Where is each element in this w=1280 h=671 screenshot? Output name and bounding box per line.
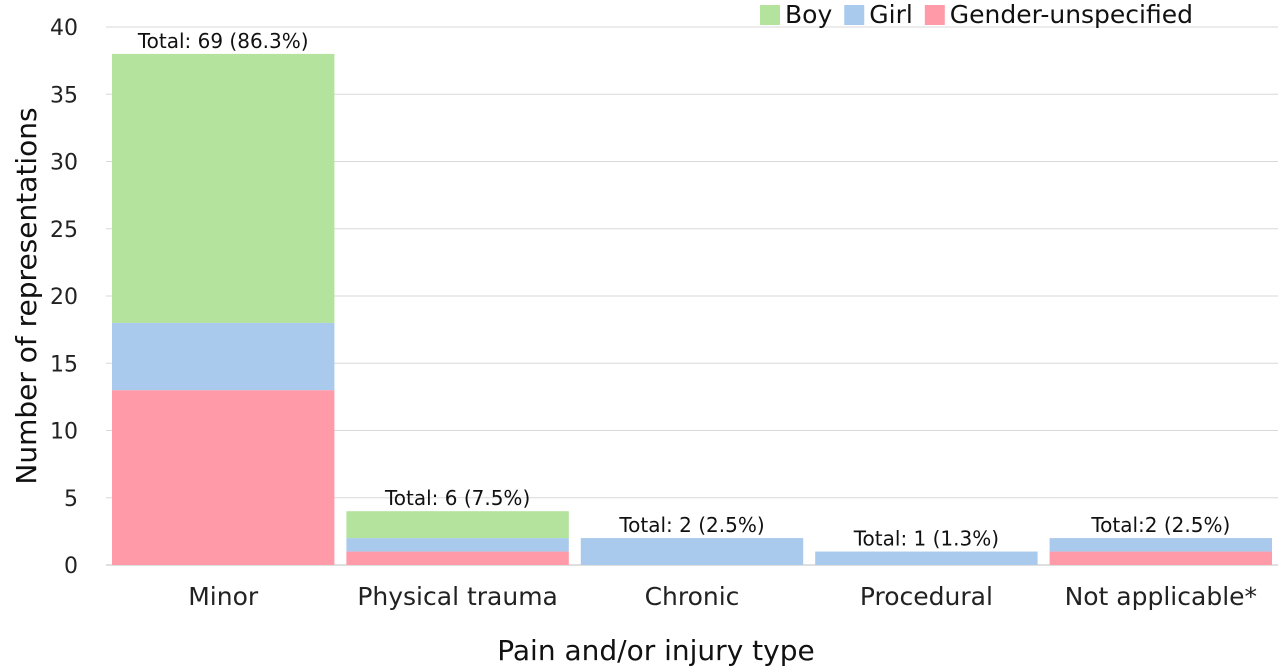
bar-physical-trauma-gender-unspecified (346, 551, 569, 565)
legend-swatch-girl (844, 5, 865, 25)
total-label-procedural: Total: 1 (1.3%) (853, 527, 999, 551)
bar-not-applicable-girl (1049, 538, 1272, 552)
y-tick-label: 40 (50, 16, 78, 41)
legend-label-boy: Boy (785, 0, 832, 29)
y-tick-label: 30 (50, 151, 78, 176)
y-tick-label: 5 (64, 487, 78, 512)
x-tick-label-procedural: Procedural (860, 582, 993, 611)
bar-minor-girl (112, 322, 335, 391)
bar-physical-trauma-boy (346, 511, 569, 539)
legend-label-girl: Girl (869, 0, 913, 29)
bars (112, 53, 1272, 565)
bar-not-applicable-gender-unspecified (1049, 551, 1272, 565)
y-axis-title: Number of representations (10, 107, 43, 484)
y-tick-label: 0 (64, 554, 78, 579)
x-tick-label-not-applicable: Not applicable* (1065, 582, 1257, 611)
y-tick-label: 15 (50, 352, 78, 377)
legend-label-gender-unspecified: Gender-unspecified (950, 0, 1193, 29)
y-tick-label: 35 (50, 83, 78, 108)
bar-physical-trauma-girl (346, 538, 569, 552)
bar-chronic-girl (580, 538, 804, 565)
labels: 0 5 10 15 20 25 30 35 40 Total: 69 (86.3%) Minor To… (50, 16, 1257, 611)
bar-procedural-girl (815, 551, 1038, 565)
total-label-chronic: Total: 2 (2.5%) (618, 513, 764, 537)
y-tick-label: 10 (50, 420, 78, 445)
legend: Boy Girl Gender-unspecified (760, 0, 1193, 29)
total-label-minor: Total: 69 (86.3%) (137, 29, 309, 53)
y-tick-label: 20 (50, 285, 78, 310)
x-tick-label-chronic: Chronic (645, 582, 740, 611)
x-axis-title: Pain and/or injury type (497, 634, 814, 667)
x-tick-label-physical-trauma: Physical trauma (357, 582, 558, 611)
legend-swatch-gender-unspecified (924, 5, 945, 25)
legend-swatch-boy (760, 5, 780, 25)
total-label-physical-trauma: Total: 6 (7.5%) (384, 486, 530, 510)
bar-minor-gender-unspecified (112, 390, 335, 565)
bar-minor-boy (112, 53, 335, 323)
total-label-not-applicable: Total:2 (2.5%) (1090, 513, 1230, 537)
y-tick-label: 25 (50, 218, 78, 243)
x-tick-label-minor: Minor (188, 582, 259, 611)
